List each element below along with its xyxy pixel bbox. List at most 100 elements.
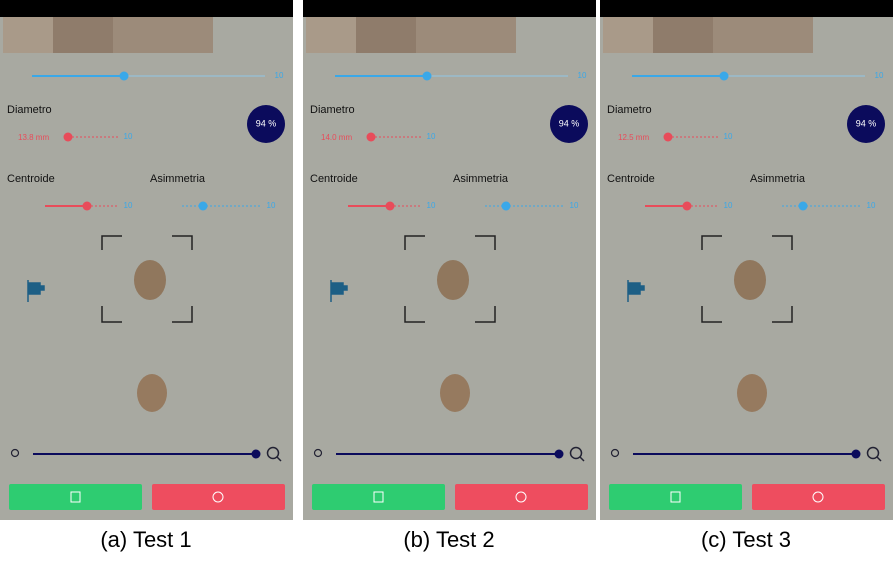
blur-block	[53, 17, 113, 53]
blur-block	[416, 17, 516, 53]
score-text: 94 %	[256, 118, 277, 128]
blur-block	[3, 17, 53, 53]
save-button[interactable]	[312, 484, 445, 510]
status-bar	[600, 0, 893, 17]
slider-thumb[interactable]	[119, 71, 129, 81]
slider-value: 13.8 mm	[18, 133, 49, 142]
save-icon	[670, 491, 681, 503]
cancel-button[interactable]	[152, 484, 285, 510]
zoom-in-icon[interactable]	[569, 446, 583, 460]
histogram-icon	[330, 280, 348, 302]
score-text: 94 %	[856, 118, 877, 128]
slider-max: 10	[875, 71, 884, 80]
slider-max: 10	[867, 201, 876, 210]
score-badge	[847, 105, 885, 143]
zoom-out-icon[interactable]	[610, 448, 620, 458]
cancel-icon	[212, 491, 224, 503]
caption: (a) Test 1	[100, 527, 191, 552]
camera-view	[600, 0, 893, 520]
score-badge	[550, 105, 588, 143]
save-icon	[70, 491, 81, 503]
slider-max: 10	[267, 201, 276, 210]
status-bar	[303, 0, 596, 17]
phone-screen: 10 Diametro 94 % 14.0 mm 10 Centroide Asimmetr…	[303, 0, 596, 520]
slider-thumb[interactable]	[366, 132, 376, 142]
label: Diametro	[310, 104, 355, 116]
histogram-icon	[27, 280, 45, 302]
slider-max: 10	[578, 71, 587, 80]
focus-frame	[701, 235, 793, 323]
focus-frame	[404, 235, 496, 323]
slider-max: 10	[275, 71, 284, 80]
label: Diametro	[607, 104, 652, 116]
cancel-icon	[812, 491, 824, 503]
zoom-in-handle	[276, 456, 282, 462]
blur-block	[713, 17, 813, 53]
lesion	[137, 374, 167, 412]
cancel-icon	[515, 491, 527, 503]
zoom-thumb[interactable]	[851, 449, 861, 459]
blur-block	[603, 17, 653, 53]
phone-screen: 10 Diametro 94 % 12.5 mm 10 Centroide Asimmetr…	[600, 0, 893, 520]
slider-max: 10	[427, 132, 436, 141]
lesion	[737, 374, 767, 412]
save-icon	[373, 491, 384, 503]
slider-max: 10	[724, 132, 733, 141]
cancel-button[interactable]	[752, 484, 885, 510]
slider-thumb[interactable]	[63, 132, 73, 142]
label: Diametro	[7, 104, 52, 116]
slider-thumb[interactable]	[198, 201, 208, 211]
blur-block	[113, 17, 213, 53]
slider-thumb[interactable]	[663, 132, 673, 142]
focus-frame	[101, 235, 193, 323]
slider-thumb[interactable]	[798, 201, 808, 211]
slider-value: 14.0 mm	[321, 133, 352, 142]
status-bar	[0, 0, 293, 17]
zoom-in-handle	[876, 456, 882, 462]
label: Asimmetria	[453, 173, 509, 185]
label: Centroide	[310, 173, 358, 185]
phone-screen: 10 Diametro 94 % 13.8 mm 10 Centroide Asimmetr…	[0, 0, 293, 520]
blur-block	[356, 17, 416, 53]
lesion	[734, 260, 766, 300]
slider-value: 12.5 mm	[618, 133, 649, 142]
slider-thumb[interactable]	[385, 201, 395, 211]
camera-view	[303, 0, 596, 520]
score-text: 94 %	[559, 118, 580, 128]
slider-max: 10	[124, 132, 133, 141]
lesion	[437, 260, 469, 300]
label: Asimmetria	[750, 173, 806, 185]
blur-block	[653, 17, 713, 53]
slider-thumb[interactable]	[719, 71, 729, 81]
lesion	[134, 260, 166, 300]
histogram-icon	[627, 280, 645, 302]
score-badge	[247, 105, 285, 143]
slider-thumb[interactable]	[82, 201, 92, 211]
save-button[interactable]	[609, 484, 742, 510]
save-button[interactable]	[9, 484, 142, 510]
slider-thumb[interactable]	[501, 201, 511, 211]
slider-max: 10	[124, 201, 133, 210]
slider-thumb[interactable]	[422, 71, 432, 81]
camera-view	[0, 0, 293, 520]
label: Asimmetria	[150, 173, 206, 185]
zoom-in-handle	[579, 456, 585, 462]
slider-max: 10	[427, 201, 436, 210]
zoom-in-icon[interactable]	[266, 446, 280, 460]
zoom-thumb[interactable]	[251, 449, 261, 459]
lesion	[440, 374, 470, 412]
zoom-thumb[interactable]	[554, 449, 564, 459]
caption: (c) Test 3	[701, 527, 791, 552]
zoom-out-icon[interactable]	[10, 448, 20, 458]
zoom-in-icon[interactable]	[866, 446, 880, 460]
slider-thumb[interactable]	[682, 201, 692, 211]
blur-block	[306, 17, 356, 53]
caption: (b) Test 2	[403, 527, 494, 552]
label: Centroide	[607, 173, 655, 185]
slider-max: 10	[724, 201, 733, 210]
cancel-button[interactable]	[455, 484, 588, 510]
slider-max: 10	[570, 201, 579, 210]
zoom-out-icon[interactable]	[313, 448, 323, 458]
label: Centroide	[7, 173, 55, 185]
